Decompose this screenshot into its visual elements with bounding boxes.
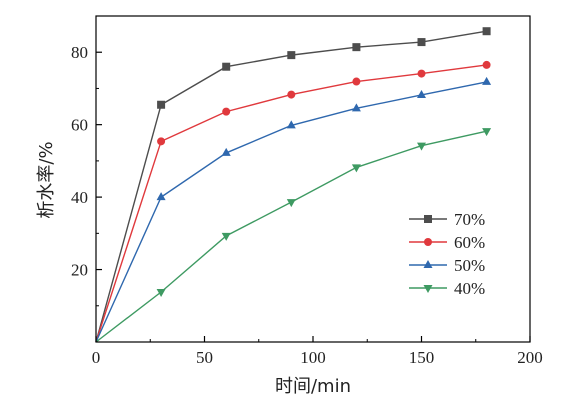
data-point-70pct-90 (287, 51, 296, 60)
data-point-50pct-150 (417, 89, 426, 98)
data-point-50pct-30 (156, 192, 166, 201)
data-point-50pct-90 (286, 120, 296, 129)
data-point-50pct-180 (482, 76, 492, 85)
y-tick-label-80: 80 (71, 43, 88, 62)
series-40pct (95, 128, 492, 343)
legend-item-50pct: 50% (409, 256, 485, 275)
legend-label-50pct: 50% (454, 256, 485, 275)
series-70pct (95, 27, 491, 343)
series-60pct (95, 60, 491, 343)
data-point-40pct-120 (351, 164, 361, 173)
legend-marker-40pct (423, 285, 433, 293)
x-axis-title: 时间/min (275, 376, 351, 397)
legend-item-40pct: 40% (409, 279, 485, 298)
data-point-70pct-180 (482, 27, 491, 36)
data-point-70pct-30 (157, 100, 166, 109)
data-point-70pct-60 (222, 62, 231, 71)
data-point-60pct-120 (352, 77, 361, 86)
data-point-60pct-90 (287, 90, 296, 99)
data-point-60pct-60 (222, 107, 231, 116)
legend-marker-60pct (424, 238, 432, 246)
data-point-50pct-120 (351, 103, 361, 112)
legend-marker-70pct (424, 215, 432, 223)
y-tick-label-40: 40 (71, 188, 88, 207)
y-tick-label-60: 60 (71, 116, 88, 135)
x-tick-label-150: 150 (409, 348, 435, 367)
data-point-50pct-60 (221, 147, 231, 156)
y-tick-label-20: 20 (71, 261, 88, 280)
data-point-40pct-30 (156, 289, 166, 298)
x-tick-label-50: 50 (196, 348, 213, 367)
plot-area (95, 27, 492, 343)
y-axis-title: 析水率/% (36, 141, 57, 218)
legend-marker-50pct (423, 260, 433, 268)
x-tick-label-0: 0 (92, 348, 101, 367)
data-point-40pct-90 (286, 199, 296, 208)
legend-item-70pct: 70% (409, 210, 485, 229)
data-point-40pct-60 (221, 232, 231, 241)
series-50pct (95, 76, 492, 343)
legend-label-70pct: 70% (454, 210, 485, 229)
legend-item-60pct: 60% (409, 233, 485, 252)
legend-label-40pct: 40% (454, 279, 485, 298)
data-point-70pct-120 (352, 43, 361, 52)
legend: 70% 60% 50% 40% (409, 210, 485, 298)
data-point-60pct-180 (482, 60, 491, 69)
legend-label-60pct: 60% (454, 233, 485, 252)
x-tick-label-200: 200 (517, 348, 543, 367)
x-tick-label-100: 100 (300, 348, 326, 367)
series-line-70pct (95, 30, 487, 343)
data-point-40pct-150 (417, 142, 426, 151)
axes: 0 50 100 150 200 20 40 60 80 (71, 15, 543, 367)
data-point-60pct-30 (157, 137, 166, 146)
data-point-60pct-150 (417, 69, 426, 78)
data-point-70pct-150 (417, 38, 426, 47)
data-point-40pct-180 (482, 128, 492, 137)
